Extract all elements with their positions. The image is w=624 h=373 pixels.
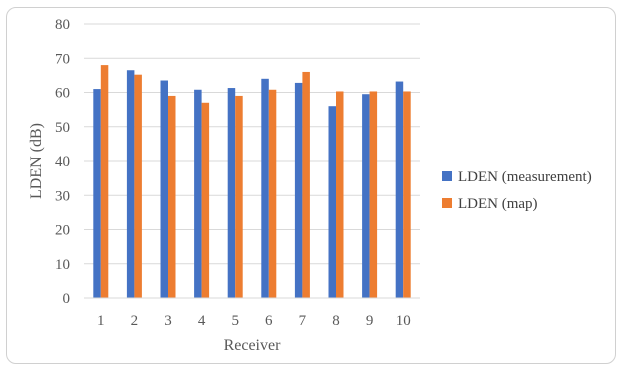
legend-swatch	[442, 198, 452, 208]
bar-measurement-6	[261, 78, 269, 298]
legend-swatch	[442, 171, 452, 181]
x-tick-label: 7	[299, 313, 307, 329]
x-axis-ticks: 1 2 3 4 5 6 7 8 9 10	[97, 313, 411, 329]
x-tick-label: 1	[97, 313, 105, 329]
legend-label: LDEN (map)	[458, 196, 538, 212]
bar-map-3	[168, 95, 176, 298]
bar-measurement-2	[126, 70, 135, 298]
x-tick-label: 9	[366, 313, 374, 329]
x-tick-label: 6	[265, 313, 273, 329]
x-axis-title: Receiver	[224, 337, 282, 354]
bar-map-9	[369, 91, 378, 298]
bar-measurement-10	[395, 81, 404, 298]
bar-map-7	[302, 71, 310, 298]
bar-map-5	[235, 95, 243, 298]
y-tick-label: 20	[55, 223, 70, 239]
bars	[93, 65, 411, 299]
bar-map-4	[201, 102, 210, 299]
x-tick-label: 3	[164, 313, 172, 329]
x-tick-label: 10	[396, 313, 411, 329]
x-tick-label: 4	[198, 313, 206, 329]
bar-map-10	[403, 91, 411, 298]
legend-label: LDEN (measurement)	[458, 169, 592, 185]
y-tick-label: 10	[55, 257, 70, 273]
x-tick-label: 8	[332, 313, 340, 329]
bar-measurement-7	[294, 82, 303, 298]
bar-map-6	[268, 89, 277, 298]
bar-measurement-4	[194, 89, 202, 298]
y-tick-label: 0	[63, 291, 71, 307]
y-tick-label: 70	[55, 51, 70, 67]
bar-map-2	[134, 74, 142, 298]
bar-measurement-1	[93, 89, 101, 298]
bar-map-8	[336, 91, 344, 298]
y-tick-label: 60	[55, 86, 70, 102]
bar-measurement-5	[227, 88, 236, 298]
bar-measurement-9	[362, 94, 370, 299]
x-tick-label: 5	[231, 313, 239, 329]
legend: LDEN (measurement) LDEN (map)	[442, 169, 592, 212]
y-axis-title: LDEN (dB)	[28, 123, 45, 199]
y-tick-label: 80	[55, 17, 70, 33]
y-tick-label: 50	[55, 120, 70, 136]
bar-map-1	[100, 65, 109, 298]
x-tick-label: 2	[131, 313, 139, 329]
bar-measurement-3	[160, 80, 168, 298]
y-tick-label: 40	[55, 154, 70, 170]
bar-measurement-8	[328, 106, 336, 298]
y-tick-label: 30	[55, 188, 70, 204]
y-axis-ticks: 0 10 20 30 40 50 60 70 80	[55, 17, 70, 307]
